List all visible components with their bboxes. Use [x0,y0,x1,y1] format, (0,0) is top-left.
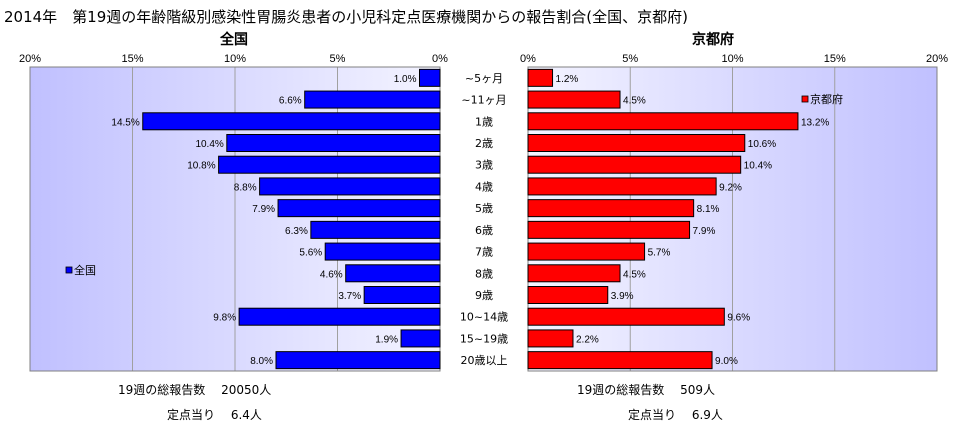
national-bar [419,68,441,87]
age-category-labels: ~5ヶ月 ~11ヶ月 1歳 2歳 3歳 4歳 5歳 6歳 7歳 8歳 9歳 10~14歳 15~19歳 2… [460,72,508,367]
kyoto-bar [527,351,713,370]
kyoto-data-label: 9.0% [715,356,738,367]
national-bar [345,264,441,283]
national-data-label: 8.8% [234,182,257,193]
kyoto-bar [527,134,746,152]
national-bar [259,177,441,196]
national-data-label: 10.8% [187,161,215,172]
national-data-label: 1.0% [394,74,417,85]
national-bar [275,351,441,370]
kyoto-bar [527,199,695,218]
kyoto-data-label: 2.2% [576,334,599,345]
kyoto-data-label: 7.9% [693,226,716,237]
national-x-tick-label: 20% [19,53,41,65]
national-bar [142,112,441,131]
age-category-label: ~11ヶ月 [461,94,506,107]
kyoto-x-tick-label: 0% [520,53,536,65]
kyoto-bar [527,307,725,326]
national-legend-swatch [65,266,73,274]
kyoto-data-label: 1.2% [556,74,579,85]
kyoto-legend-swatch [801,95,809,103]
national-x-tick-label: 5% [330,53,346,65]
national-data-label: 6.6% [279,96,302,107]
kyoto-x-tick-label: 15% [824,53,846,65]
age-category-label: 8歳 [475,267,493,280]
kyoto-bar [527,242,646,261]
national-bar [400,329,441,348]
national-x-tick-label: 10% [224,53,246,65]
national-total-reports: 19週の総報告数 20050人 [118,383,272,397]
kyoto-bar [527,155,742,174]
age-category-label: 20歳以上 [461,354,508,367]
national-data-label: 5.6% [299,248,322,259]
national-data-label: 3.7% [338,291,361,302]
age-category-label: 5歳 [475,202,493,215]
national-per-site: 定点当り 6.4人 [167,408,262,422]
national-x-tick-label: 15% [121,53,143,65]
national-data-label: 6.3% [285,226,308,237]
kyoto-data-label: 9.6% [727,313,750,324]
age-category-label: ~5ヶ月 [465,72,503,85]
national-plot-border [29,66,441,372]
national-bar [310,220,441,239]
kyoto-plot-border [527,66,938,372]
age-category-label: 3歳 [475,159,493,172]
national-panel: 全国 20% 15% 10% 5% 0% 1.0% 6.6% 14.5% 10.4% 10.8% 8.… [19,31,448,372]
kyoto-data-label: 3.9% [611,291,634,302]
national-data-label: 4.6% [320,269,343,280]
kyoto-data-label: 10.6% [748,139,776,150]
national-data-label: 7.9% [252,204,275,215]
national-data-label: 9.8% [213,313,236,324]
age-category-label: 1歳 [475,115,493,128]
kyoto-x-tick-label: 10% [721,53,743,65]
kyoto-data-label: 5.7% [648,248,671,259]
kyoto-bar [527,264,621,283]
kyoto-per-site: 定点当り 6.9人 [628,408,723,422]
age-category-label: 15~19歳 [460,332,508,345]
kyoto-bar [527,90,621,109]
chart-title: 2014年 第19週の年齢階級別感染性胃腸炎患者の小児科定点医療機関からの報告割… [4,8,688,26]
age-category-label: 2歳 [475,137,493,150]
kyoto-data-label: 8.1% [697,204,720,215]
kyoto-bar [527,220,691,239]
kyoto-bar [527,112,799,131]
age-category-label: 9歳 [475,289,493,302]
age-category-label: 6歳 [475,224,493,237]
national-bar [226,134,441,152]
kyoto-data-label: 9.2% [719,182,742,193]
kyoto-bar [527,329,574,348]
kyoto-data-label: 4.5% [623,96,646,107]
national-bar [363,286,441,304]
national-data-label: 14.5% [111,117,139,128]
age-category-label: 7歳 [475,246,493,259]
age-category-label: 10~14歳 [460,311,508,324]
kyoto-x-tick-label: 20% [926,53,948,65]
national-panel-title: 全国 [219,31,248,48]
kyoto-data-label: 10.4% [744,161,772,172]
national-bar [218,155,441,174]
kyoto-bar [527,286,609,304]
national-x-tick-label: 0% [432,53,448,65]
national-data-label: 1.9% [375,334,398,345]
national-bar [304,90,441,109]
kyoto-bar [527,68,554,87]
national-bar [277,199,441,218]
kyoto-legend-label: 京都府 [810,92,843,106]
kyoto-data-label: 4.5% [623,269,646,280]
national-bar [324,242,441,261]
national-legend-label: 全国 [74,263,96,277]
kyoto-data-label: 13.2% [801,117,829,128]
kyoto-bar [527,177,717,196]
national-data-label: 10.4% [195,139,223,150]
national-data-label: 8.0% [250,356,273,367]
kyoto-panel-title: 京都府 [692,31,734,48]
kyoto-x-tick-label: 5% [622,53,638,65]
kyoto-total-reports: 19週の総報告数 509人 [577,383,715,397]
age-category-label: 4歳 [475,180,493,193]
national-bar [238,307,441,326]
